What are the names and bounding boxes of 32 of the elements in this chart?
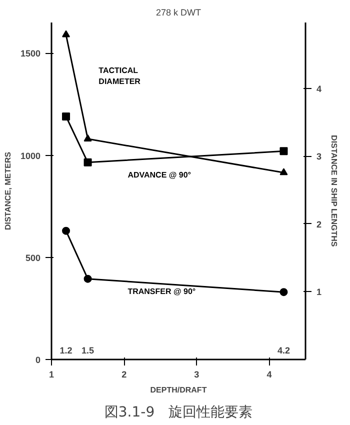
y-tick-label: 1000 [20, 150, 41, 161]
point [84, 158, 92, 166]
annotation: 1.5 [82, 346, 94, 356]
point [62, 112, 70, 120]
x-axis-title: DEPTH/DRAFT [150, 386, 207, 394]
x-tick-label: 1 [48, 370, 54, 380]
point [280, 147, 288, 156]
y2-tick-label: 1 [316, 287, 322, 298]
point [62, 30, 70, 38]
y2-tick-label: 3 [316, 152, 322, 162]
y-axis-title: DISTANCE, METERS [3, 151, 12, 230]
chart-title: 278 k DWT [156, 8, 202, 18]
point [62, 226, 70, 235]
point [280, 168, 288, 176]
caption: 図3.1-9 旋回性能要素 [104, 404, 253, 420]
y2-axis-title: DISTANCE IN SHIP LENGTHS [330, 135, 339, 248]
point [84, 274, 92, 283]
y-tick-label: 1500 [20, 48, 41, 59]
series-label: TRANSFER @ 90° [128, 286, 196, 296]
annotation: 1.2 [60, 346, 72, 356]
annotation: 4.2 [277, 346, 290, 356]
y-tick-label: 0 [35, 355, 41, 365]
point [280, 288, 288, 296]
x-tick-label: 4 [266, 370, 272, 380]
y2-tick-label: 4 [316, 84, 322, 94]
y2-tick-label: 2 [316, 219, 322, 230]
x-tick-label: 2 [122, 370, 127, 380]
series-label: ADVANCE @ 90° [128, 170, 192, 180]
y-tick-label: 500 [25, 252, 41, 263]
x-tick-label: 3 [194, 370, 200, 380]
text: TACTICAL DIAMETER [98, 66, 141, 86]
point [84, 134, 92, 142]
